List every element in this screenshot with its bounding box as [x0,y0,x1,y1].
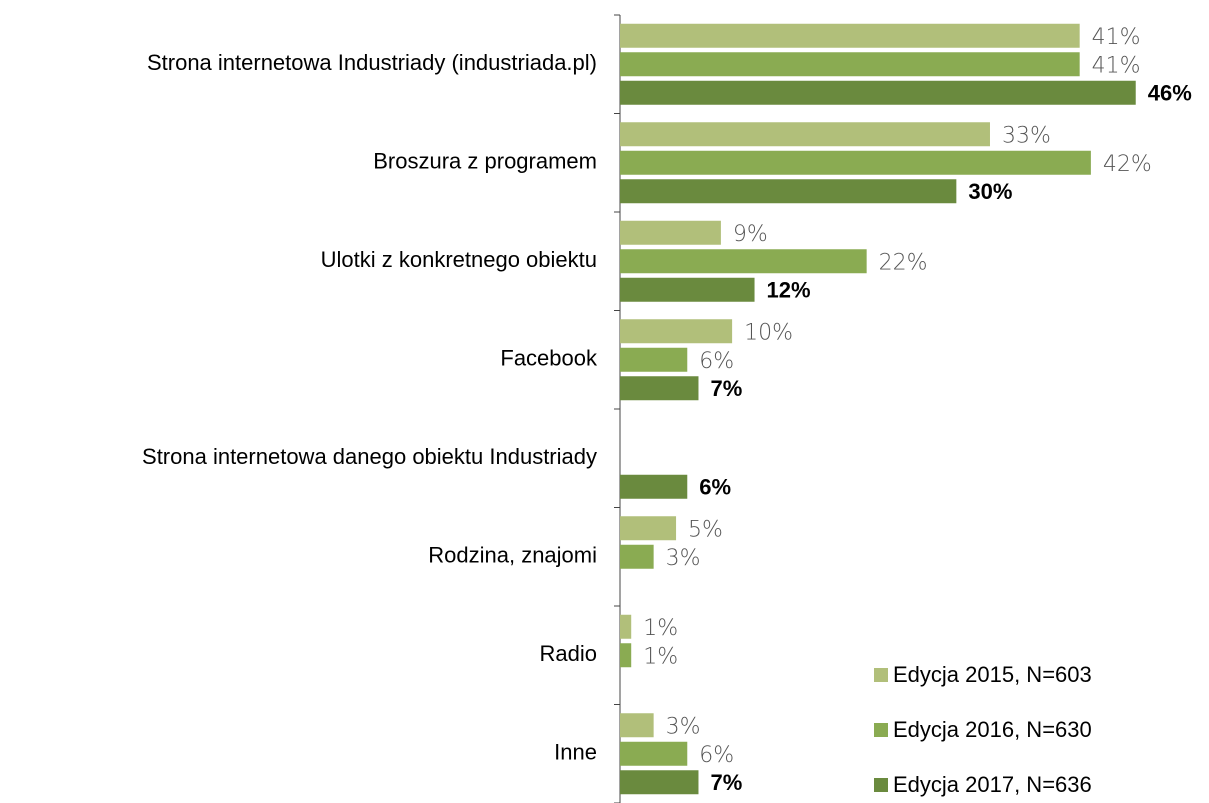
value-label: 42% [1103,152,1152,177]
bar [620,23,1080,48]
value-label: 6% [699,349,734,374]
legend-swatch [874,668,888,682]
value-label: 41% [1092,25,1141,50]
category-label: Radio [540,641,597,666]
bar [620,544,654,569]
bar [620,347,688,372]
value-label: 10% [744,320,793,345]
value-label: 33% [1002,123,1051,148]
category-label: Facebook [500,346,598,371]
bar [620,249,867,274]
bar [620,770,699,795]
value-label: 9% [733,222,768,247]
bar [620,474,688,499]
category-label: Strona internetowa Industriady (industri… [147,50,597,75]
value-label: 41% [1092,53,1141,78]
bar [620,80,1136,105]
bar [620,614,632,639]
bar [620,150,1091,175]
bar [620,319,733,344]
legend-label: Edycja 2016, N=630 [893,717,1092,742]
bar [620,122,990,147]
value-label: 1% [643,644,678,669]
bar [620,52,1080,77]
value-label: 1% [643,616,678,641]
legend-label: Edycja 2017, N=636 [893,772,1092,797]
bar [620,277,755,302]
category-label: Inne [554,740,597,765]
value-label: 6% [699,475,731,500]
bar [620,516,677,541]
legend-swatch [874,723,888,737]
legend-swatch [874,778,888,792]
value-label: 30% [968,179,1012,204]
value-label: 7% [710,770,742,795]
category-label: Broszura z programem [373,149,597,174]
value-label: 12% [767,278,811,303]
value-label: 3% [666,546,701,571]
category-label: Ulotki z konkretnego obiektu [321,247,597,272]
bar [620,220,721,245]
value-label: 7% [710,376,742,401]
category-label: Rodzina, znajomi [428,543,597,568]
bar [620,741,688,766]
value-label: 46% [1148,81,1192,106]
category-label: Strona internetowa danego obiektu Indust… [142,444,597,469]
legend-label: Edycja 2015, N=603 [893,662,1092,687]
bar [620,179,957,204]
bar [620,376,699,401]
value-label: 22% [879,250,928,275]
bar [620,713,654,738]
value-label: 5% [688,517,723,542]
value-label: 6% [699,743,734,768]
value-label: 3% [666,714,701,739]
bar [620,643,632,668]
